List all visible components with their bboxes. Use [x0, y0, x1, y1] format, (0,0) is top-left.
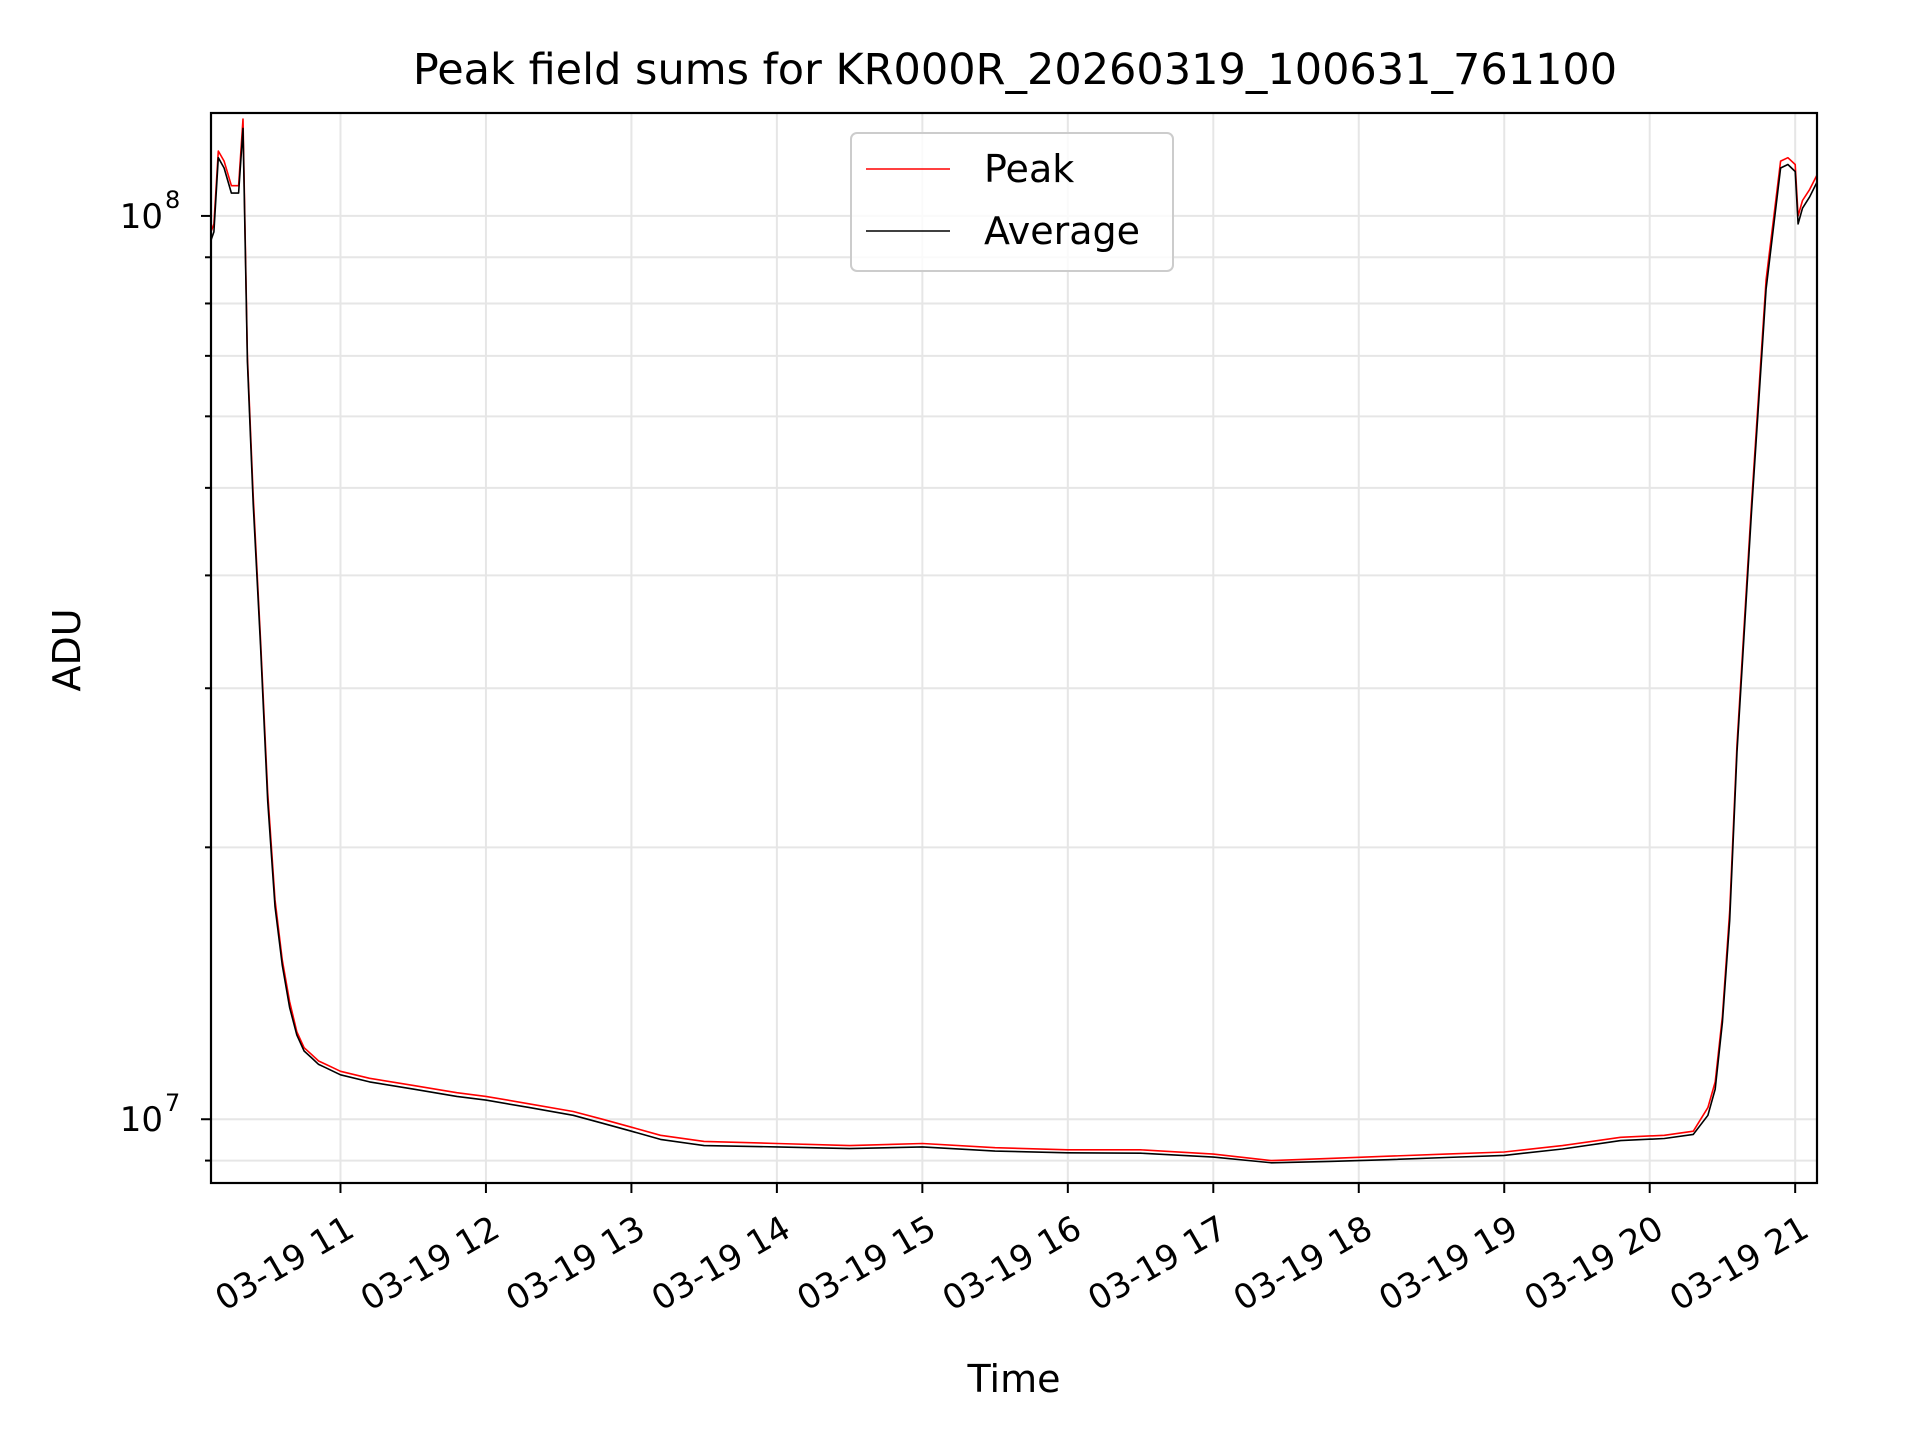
y-tick-label: 10 8 [120, 186, 181, 237]
y-tick-label-base: 10 [120, 197, 163, 237]
chart-title: Peak field sums for KR000R_20260319_1006… [413, 45, 1617, 95]
x-axis-label: Time [967, 1357, 1061, 1401]
y-tick-label: 10 7 [120, 1089, 181, 1140]
series-line-average [210, 127, 1818, 1164]
y-axis-label: ADU [45, 608, 89, 691]
legend: Peak Average [850, 132, 1174, 272]
series-lines [210, 118, 1818, 1164]
legend-box [850, 132, 1174, 272]
y-tick-label-exponent: 7 [165, 1089, 180, 1117]
legend-label-average: Average [984, 209, 1140, 253]
y-tick-label-base: 10 [120, 1100, 163, 1140]
legend-label-peak: Peak [984, 147, 1074, 191]
plot-frame [209, 111, 1819, 1185]
y-tick-label-exponent: 8 [165, 186, 180, 214]
